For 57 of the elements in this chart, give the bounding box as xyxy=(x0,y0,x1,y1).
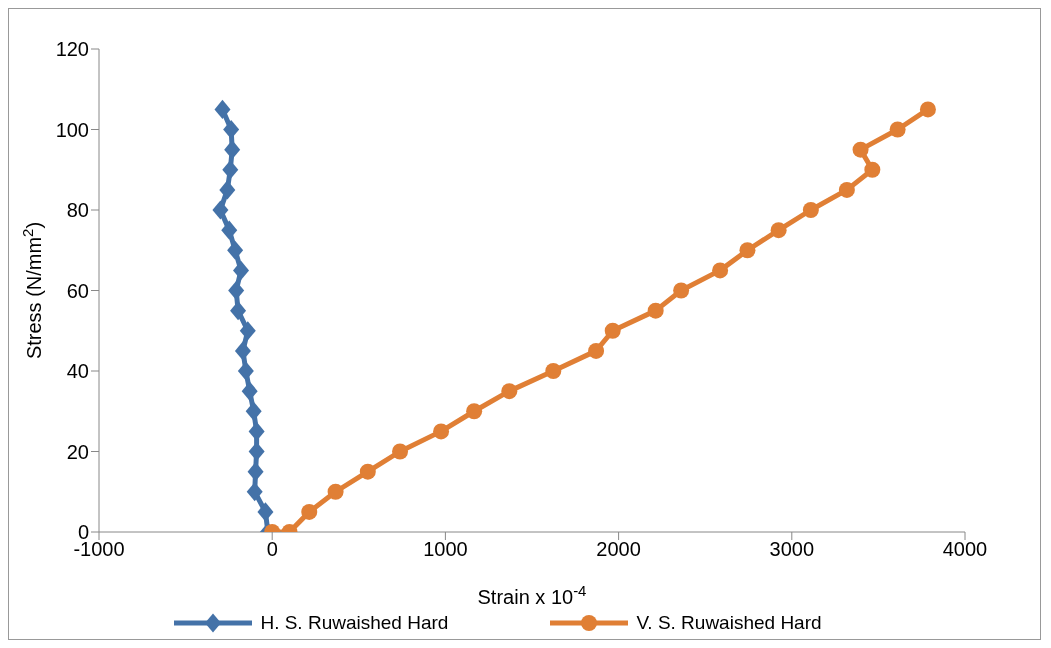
y-tick-label: 20 xyxy=(66,440,89,463)
point xyxy=(545,363,562,379)
point xyxy=(673,282,690,299)
point xyxy=(223,119,240,140)
point xyxy=(392,443,409,460)
x-tick-label: 2000 xyxy=(596,538,641,561)
point xyxy=(224,140,241,160)
point xyxy=(245,401,262,421)
point xyxy=(214,99,231,119)
point xyxy=(227,240,244,260)
point xyxy=(647,302,664,319)
point xyxy=(802,202,819,218)
y-tick-label: 60 xyxy=(66,279,89,302)
point xyxy=(588,342,605,359)
x-tick-label: 4000 xyxy=(942,538,988,561)
point xyxy=(237,361,254,381)
point xyxy=(739,242,756,259)
x-tick-label: 1000 xyxy=(423,538,468,561)
x-axis-title: Strain x 10$^{-4}$ xyxy=(477,581,587,608)
point xyxy=(604,322,621,339)
point xyxy=(222,160,239,180)
point xyxy=(247,462,264,482)
point xyxy=(228,280,245,301)
point xyxy=(919,101,936,118)
point xyxy=(221,220,238,240)
point xyxy=(241,381,258,401)
point xyxy=(212,200,229,220)
point xyxy=(838,181,855,198)
point xyxy=(257,502,274,522)
point xyxy=(301,503,318,520)
point xyxy=(433,423,450,440)
legend-label: V. S. Ruwaished Hard xyxy=(636,612,822,634)
y-tick-label: 120 xyxy=(55,38,89,61)
point xyxy=(852,141,869,158)
point xyxy=(248,441,265,462)
x-tick-label: 0 xyxy=(266,538,278,561)
point xyxy=(889,121,906,138)
point xyxy=(770,222,787,239)
y-tick-label: 80 xyxy=(66,199,89,222)
point xyxy=(219,180,236,200)
x-tick-label: 3000 xyxy=(769,538,815,561)
y-tick-label: 40 xyxy=(66,360,89,383)
point xyxy=(230,301,247,321)
point xyxy=(233,260,250,280)
point xyxy=(864,161,881,178)
point xyxy=(234,341,251,361)
point xyxy=(466,403,483,420)
x-tick-label: -1000 xyxy=(73,538,125,561)
point xyxy=(327,483,344,500)
point xyxy=(501,383,518,400)
point xyxy=(246,482,263,502)
point xyxy=(359,463,376,480)
point xyxy=(712,262,729,279)
point xyxy=(239,321,256,341)
legend-label: H. S. Ruwaished Hard xyxy=(260,612,449,634)
point xyxy=(248,421,265,441)
y-tick-label: 100 xyxy=(55,118,89,141)
